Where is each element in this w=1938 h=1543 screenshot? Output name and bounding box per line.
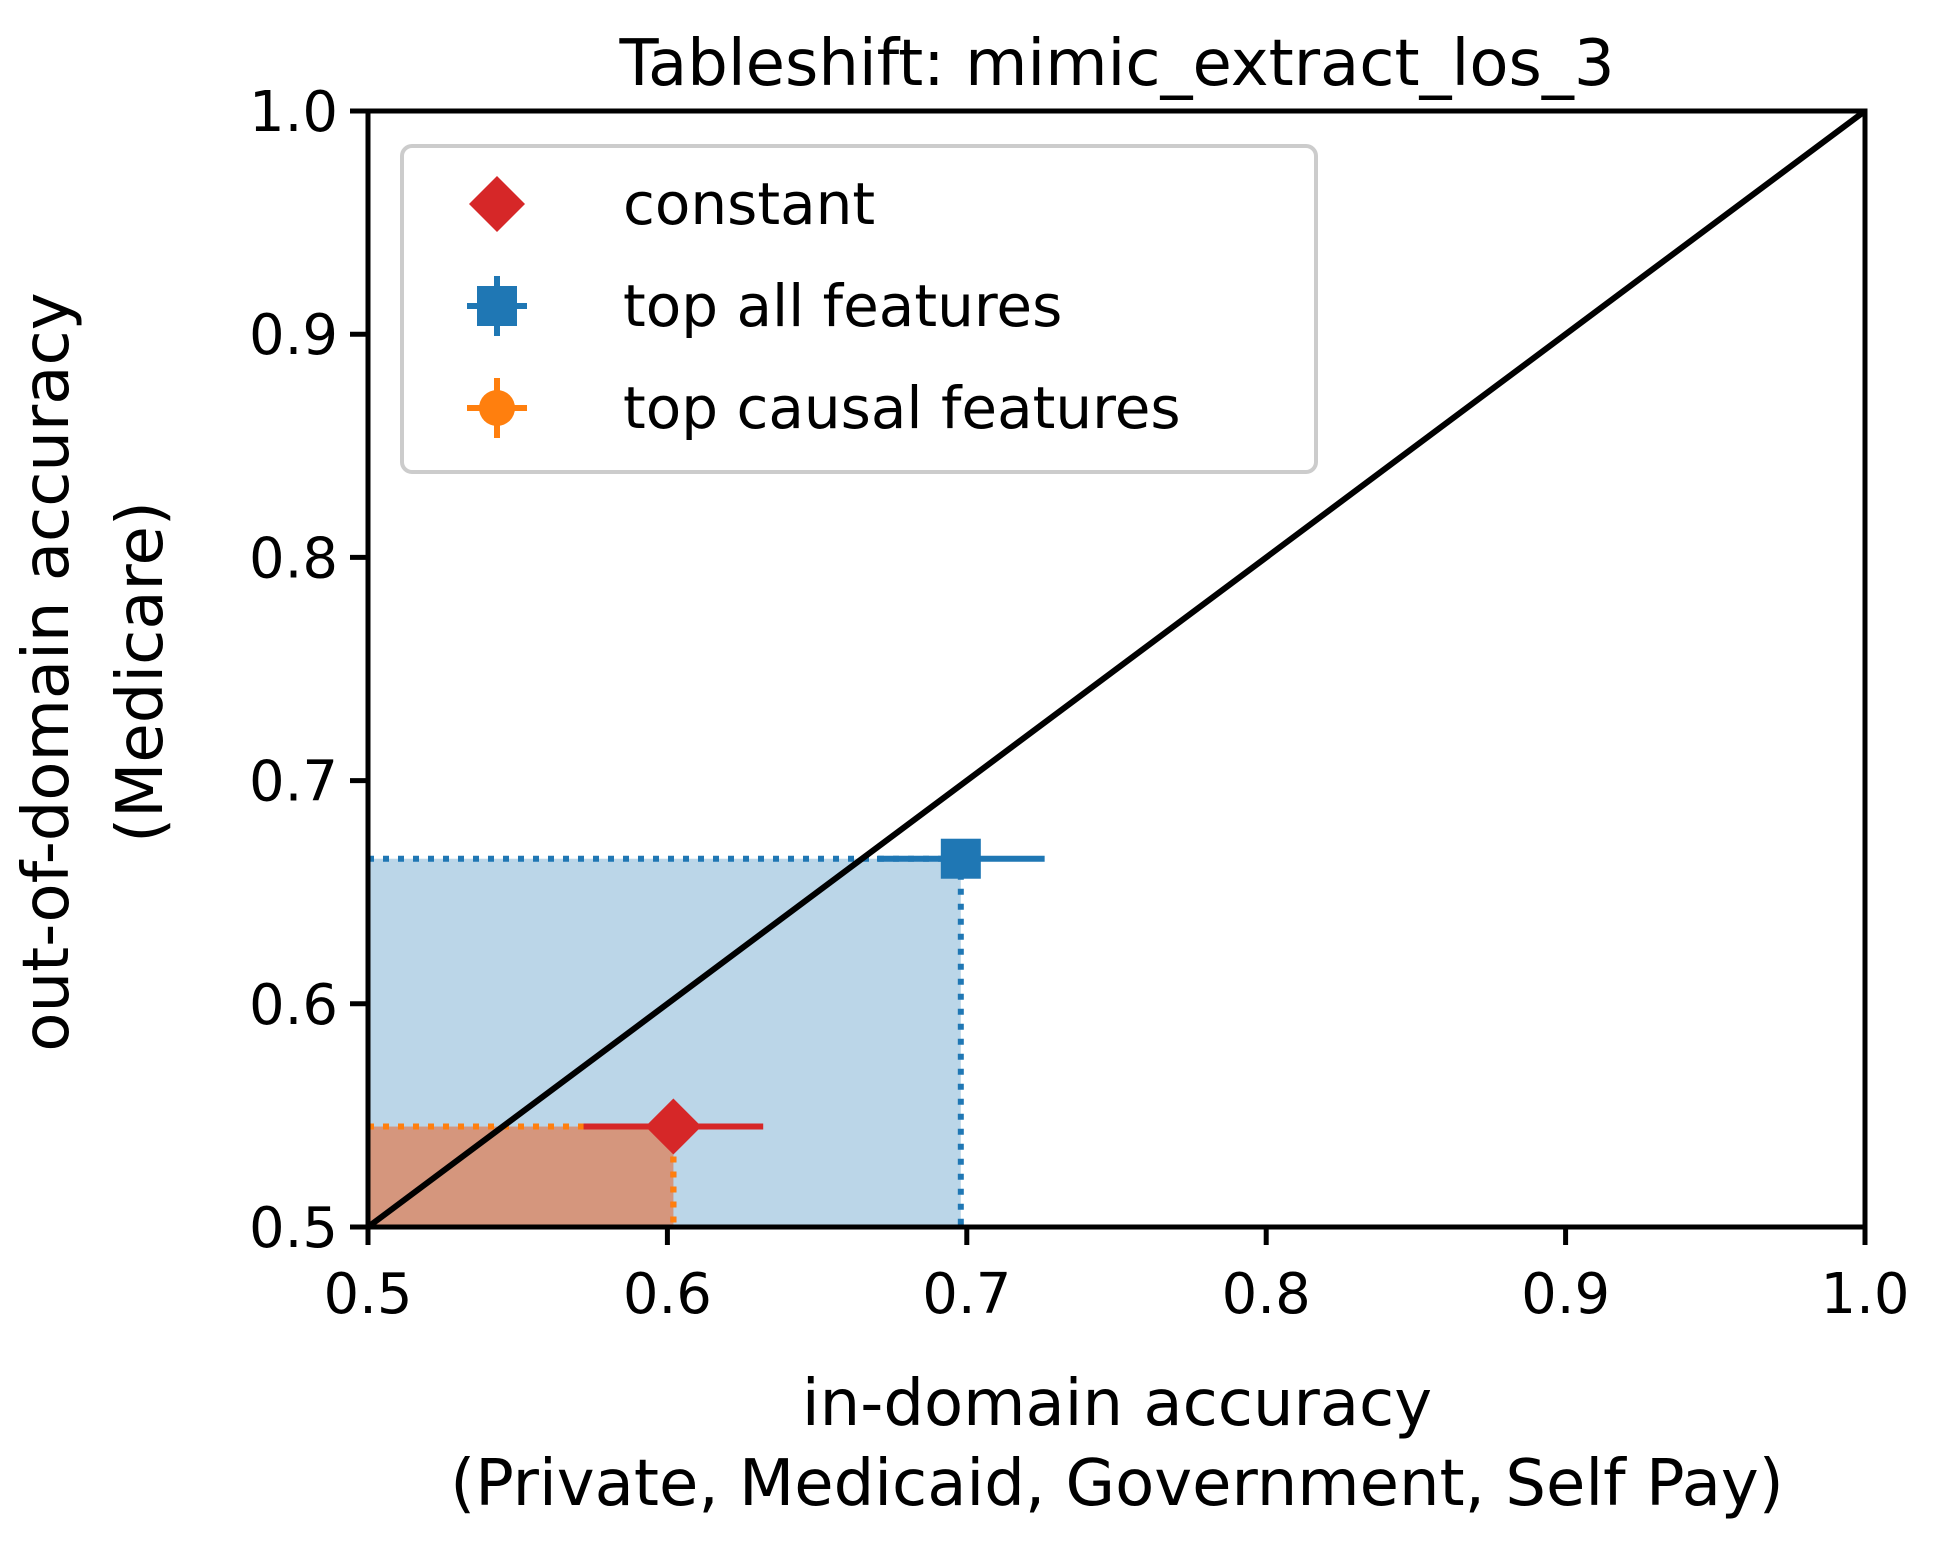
y-tick-label: 0.6 [249,973,338,1038]
y-tick-label: 0.7 [249,750,338,815]
region-top-causal-features [368,1126,674,1227]
y-tick-label: 0.5 [249,1196,338,1261]
diagonal-line [366,108,1867,1230]
x-axis-label-line-1: in-domain accuracy [802,1367,1432,1441]
x-axis-label-line-2: (Private, Medicaid, Government, Self Pay… [450,1447,1784,1521]
point-constant [645,1098,702,1155]
chart-title: Tableshift: mimic_extract_los_3 [618,27,1614,101]
legend-marker-top-all-features [477,286,517,326]
y-tick-label: 0.8 [249,526,338,591]
legend-marker-top-causal-features [479,390,515,426]
y-tick-label: 0.9 [249,303,338,368]
x-tick-label: 0.9 [1521,1262,1610,1327]
legend-label-constant: constant [623,170,875,238]
region-constant [368,1126,674,1227]
legend-label-top-all-features: top all features [623,272,1062,340]
y-tick-label: 1.0 [249,80,338,145]
y-axis-label-line-2: (Medicare) [104,501,178,843]
region-top-all-features [368,858,961,1227]
axes-frame [365,108,1868,1230]
legend: constant top all features top causal fea… [400,144,1318,474]
legend-marker-constant [469,176,525,232]
plot-area: 0.5 0.6 0.7 0.8 0.9 1.0 0.5 0.6 0.7 0.8 0.9 1.0 [249,80,1910,1327]
x-tick-label: 1.0 [1820,1262,1909,1327]
x-tick-label: 0.7 [922,1262,1011,1327]
x-tick-label: 0.8 [1222,1262,1311,1327]
x-tick-label: 0.5 [323,1262,412,1327]
x-tick-label: 0.6 [623,1262,712,1327]
legend-label-top-causal-features: top causal features [623,374,1181,442]
legend-box [400,144,1318,474]
y-axis-label-line-1: out-of-domain accuracy [10,292,84,1051]
point-top-all-features [940,838,981,879]
